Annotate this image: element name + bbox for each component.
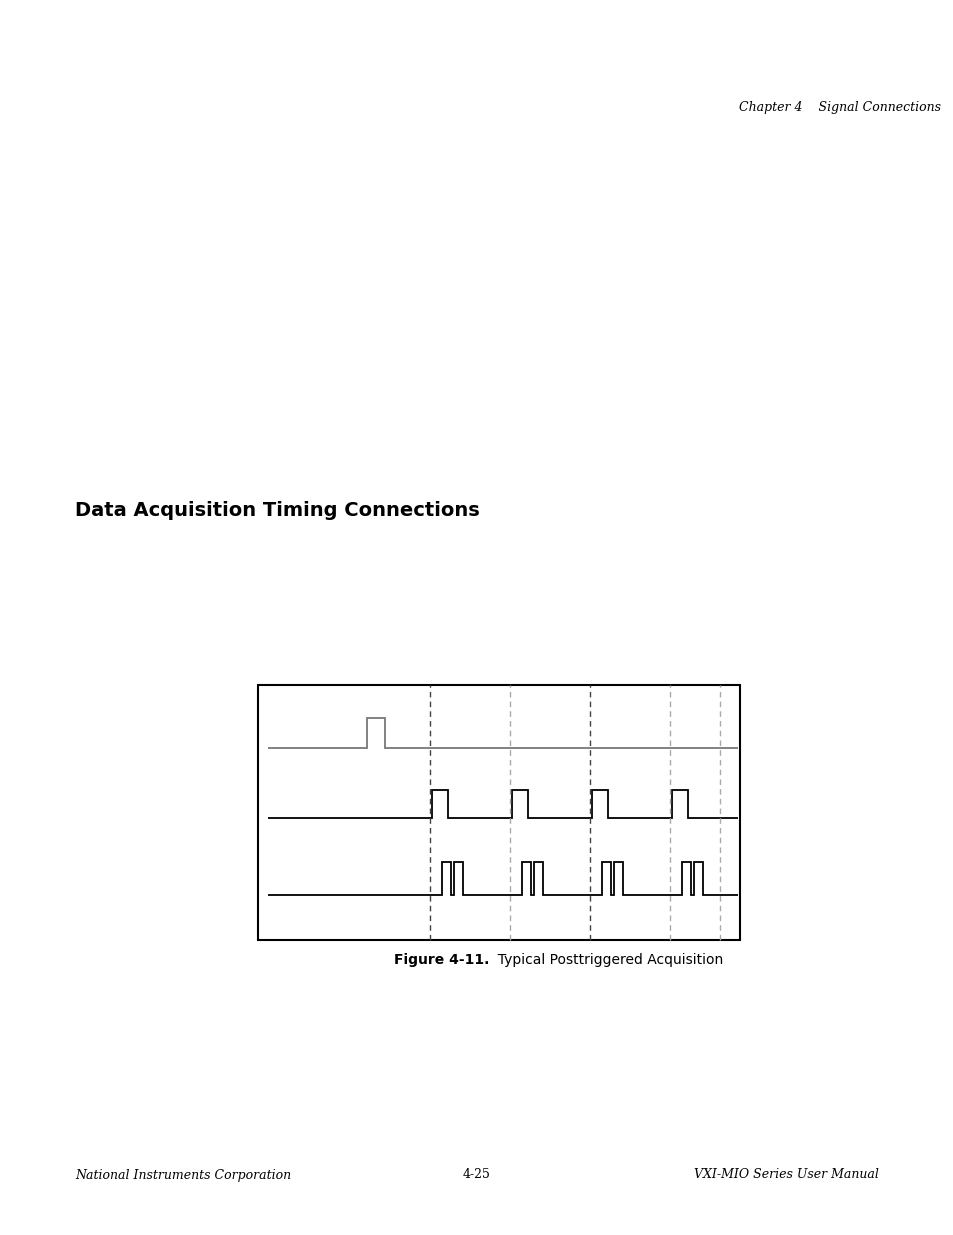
Text: Chapter 4    Signal Connections: Chapter 4 Signal Connections (738, 101, 940, 114)
Bar (257, 685, 740, 940)
Text: National Instruments Corporation: National Instruments Corporation (75, 1168, 291, 1182)
Text: VXI-MIO Series User Manual: VXI-MIO Series User Manual (694, 1168, 878, 1182)
Text: Figure 4-11.: Figure 4-11. (394, 953, 489, 967)
Text: 4-25: 4-25 (462, 1168, 491, 1182)
Text: Typical Posttriggered Acquisition: Typical Posttriggered Acquisition (489, 953, 723, 967)
Text: Data Acquisition Timing Connections: Data Acquisition Timing Connections (75, 500, 479, 520)
